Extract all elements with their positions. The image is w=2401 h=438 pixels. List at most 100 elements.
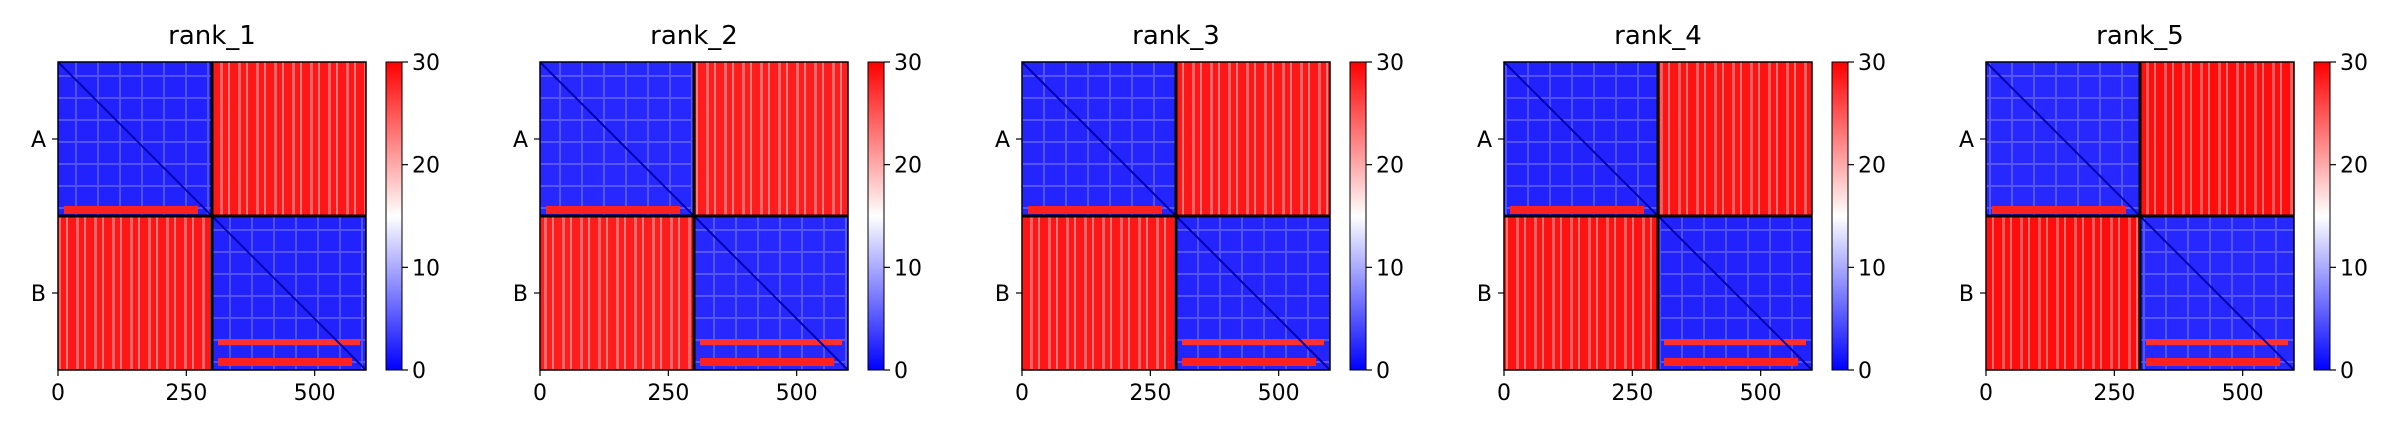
heatmap-block-AB-tint [694,62,848,216]
heatmap-block-BA [1504,216,1658,370]
x-tick-label: 500 [1740,381,1782,406]
colorbar [867,61,885,371]
x-tick-label: 500 [2222,381,2264,406]
colorbar-tick-label: 20 [412,154,440,179]
heatmap-block-AB-tint [212,62,366,216]
y-tick-label: A [513,128,528,153]
heatmap-band-A-terminal [546,206,680,214]
colorbar-tick-label: 0 [412,359,426,384]
x-tick-label: 500 [1258,381,1300,406]
y-tick-label: A [1477,128,1492,153]
heatmap-block-BA-tint [1986,216,2140,370]
colorbar-tick-label: 30 [1376,51,1404,76]
plot-frame [1021,61,1331,371]
colorbar-tick-label: 30 [412,51,440,76]
colorbar-tick-label: 30 [1858,51,1886,76]
y-tick-label: A [31,128,46,153]
panel-title: rank_3 [1132,21,1220,51]
heatmap-block-AB-tint [2140,62,2294,216]
y-tick-label: B [1959,282,1974,307]
x-tick-label: 250 [647,381,689,406]
panel-title: rank_2 [650,21,738,51]
x-tick-label: 0 [51,381,65,406]
y-tick-label: B [31,282,46,307]
heatmap-band-B-inner [1182,339,1324,346]
colorbar-tick-label: 20 [1376,154,1404,179]
plot-frame [1985,61,2295,371]
heatmap-block-BA [58,216,212,370]
panel-4: rank_4 A B 0 250 500 0 10 20 30 [1477,21,1886,406]
heatmap-block-BA-tint [58,216,212,370]
colorbar [385,61,403,371]
panel-2: rank_2 A B 0 250 500 0 10 20 30 [513,21,922,406]
heatmap-band-B-inner [2146,339,2288,346]
plot-frame [1503,61,1813,371]
heatmap-block-BA-tint [540,216,694,370]
x-tick-label: 0 [1497,381,1511,406]
heatmap-block-AB [1176,62,1330,216]
heatmap-band-B-terminal [700,358,834,366]
x-tick-label: 250 [165,381,207,406]
heatmap-block-AB [212,62,366,216]
plot-frame [57,61,367,371]
colorbar-tick-label: 20 [1858,154,1886,179]
colorbar-tick-label: 30 [2340,51,2368,76]
x-tick-label: 0 [1015,381,1029,406]
heatmap-band-A-terminal [1992,206,2126,214]
colorbar-tick-label: 10 [412,256,440,281]
colorbar [2313,61,2331,371]
heatmap-band-A-terminal [64,206,198,214]
colorbar-tick-label: 0 [1376,359,1390,384]
y-tick-label: B [1477,282,1492,307]
heatmap-block-AB [1658,62,1812,216]
panel-title: rank_4 [1614,21,1702,51]
heatmap-band-B-terminal [1182,358,1316,366]
heatmap-band-B-terminal [2146,358,2280,366]
heatmap-block-AB-tint [1176,62,1330,216]
y-tick-label: B [513,282,528,307]
colorbar-tick-label: 30 [894,51,922,76]
colorbar-tick-label: 0 [2340,359,2354,384]
heatmap-band-A-terminal [1510,206,1644,214]
colorbar-tick-label: 0 [1858,359,1872,384]
panel-5: rank_5 A B 0 250 500 0 10 20 30 [1959,21,2368,406]
x-tick-label: 0 [1979,381,1993,406]
panel-title: rank_1 [168,21,256,51]
heatmap-block-AB [2140,62,2294,216]
x-tick-label: 250 [1611,381,1653,406]
panel-1: rank_1 A B 0 250 500 0 10 20 30 [31,21,440,406]
colorbar [1349,61,1367,371]
heatmap-block-BA [1986,216,2140,370]
heatmap-band-B-terminal [1664,358,1798,366]
heatmap-block-BA-tint [1504,216,1658,370]
y-tick-label: A [995,128,1010,153]
colorbar-tick-label: 20 [894,154,922,179]
heatmap-band-B-terminal [218,358,352,366]
plot-frame [539,61,849,371]
heatmap-block-AB-tint [1658,62,1812,216]
heatmap-band-A-terminal [1028,206,1162,214]
x-tick-label: 500 [294,381,336,406]
y-tick-label: A [1959,128,1974,153]
heatmap-band-B-inner [1664,339,1806,346]
x-tick-label: 250 [2093,381,2135,406]
heatmap-block-AB [694,62,848,216]
x-tick-label: 0 [533,381,547,406]
x-tick-label: 250 [1129,381,1171,406]
y-tick-label: B [995,282,1010,307]
colorbar-tick-label: 10 [2340,256,2368,281]
heatmap-block-BA-tint [1022,216,1176,370]
panel-title: rank_5 [2096,21,2184,51]
heatmap-band-B-inner [700,339,842,346]
heatmap-block-BA [1022,216,1176,370]
heatmap-block-BA [540,216,694,370]
colorbar-tick-label: 10 [1858,256,1886,281]
heatmap-band-B-inner [218,339,360,346]
colorbar-tick-label: 0 [894,359,908,384]
x-tick-label: 500 [776,381,818,406]
colorbar-tick-label: 10 [894,256,922,281]
colorbar-tick-label: 10 [1376,256,1404,281]
colorbar-tick-label: 20 [2340,154,2368,179]
colorbar [1831,61,1849,371]
